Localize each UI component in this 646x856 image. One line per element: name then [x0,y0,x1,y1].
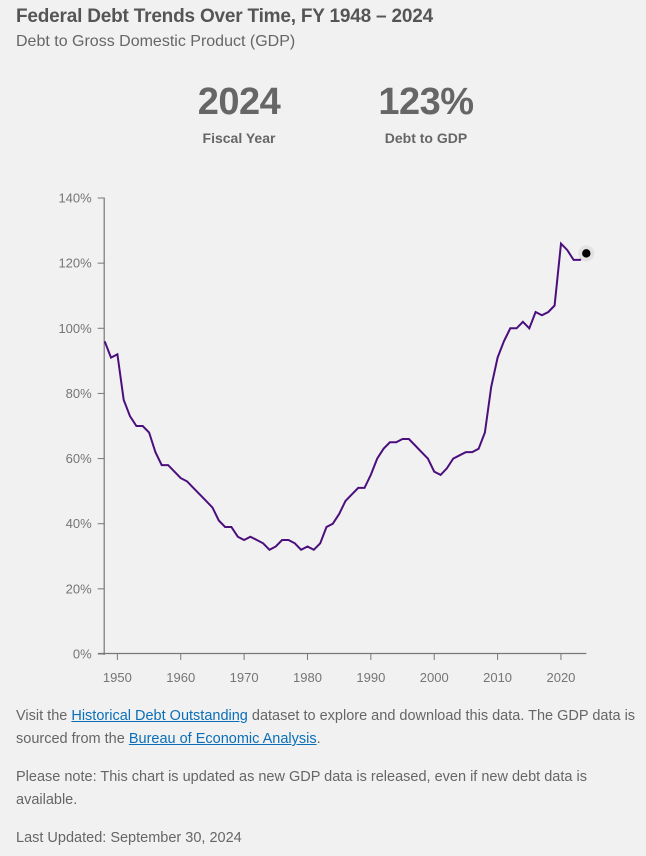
y-tick-label: 120% [58,256,92,271]
fiscal-year-label: Fiscal Year [202,130,276,146]
x-tick-label: 2020 [546,670,575,685]
fiscal-year-value: 2024 [197,81,281,123]
y-tick-label: 20% [66,581,92,596]
y-tick-label: 40% [66,516,92,531]
note-middle: dataset to explore and download this dat… [16,708,636,747]
chart-subtitle: Debt to Gross Domestic Product (GDP) [16,33,296,50]
series-layer [103,241,595,552]
update-note: Please note: This chart is updated as ne… [16,769,587,808]
x-tick-label: 1950 [103,670,132,685]
debt-to-gdp-label: Debt to GDP [384,130,468,146]
y-axis: 0% 20% 40% 60% 80% 100% 120% 140% [58,191,105,662]
x-tick-label: 1960 [166,670,195,685]
x-tick-label: 2000 [420,670,449,685]
note-prefix: Visit the [16,708,72,724]
series-line-debt-to-gdp [103,241,588,552]
chart-title: Federal Debt Trends Over Time, FY 1948 –… [16,6,433,27]
bureau-of-economic-analysis-link[interactable]: Bureau of Economic Analysis [128,731,317,747]
note-suffix: . [316,731,321,747]
x-tick-label: 1980 [293,670,322,685]
last-updated: Last Updated: September 30, 2024 [16,830,242,846]
y-tick-label: 80% [66,386,92,401]
debt-to-gdp-value: 123% [378,81,474,123]
data-source-note: Visit the Historical Debt Outstanding da… [16,705,636,751]
x-tick-label: 1970 [230,670,259,685]
fiscal-year-stat: 2024 Fiscal Year [159,80,319,146]
x-tick-label: 2010 [483,670,512,685]
y-tick-label: 60% [66,451,92,466]
x-tick-label: 1990 [356,670,385,685]
historical-debt-outstanding-link[interactable]: Historical Debt Outstanding [71,708,248,724]
highlight-marker[interactable] [582,249,591,258]
y-tick-label: 0% [73,647,92,662]
y-tick-label: 100% [58,321,92,336]
debt-to-gdp-chart[interactable]: 0%20%40%60%80%100%120%140% 1950 1960 1970 1… [0,180,646,700]
y-tick-label: 140% [58,191,92,206]
x-axis: 1950 1960 1970 1980 1990 2000 2010 2020 [98,652,587,685]
debt-to-gdp-stat: 123% Debt to GDP [346,80,506,146]
